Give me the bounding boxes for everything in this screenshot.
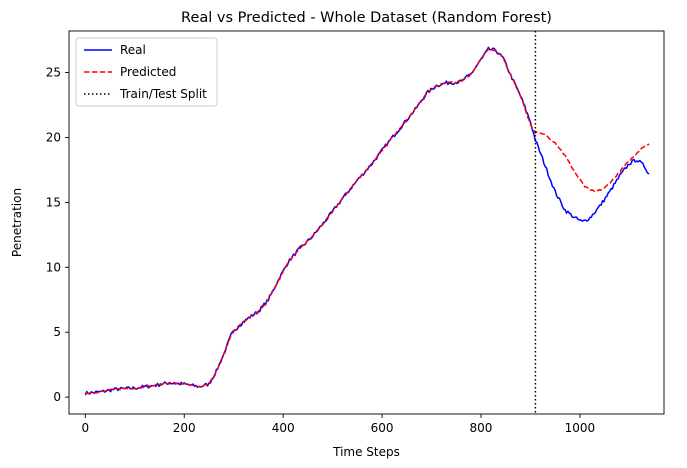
- legend-label: Predicted: [120, 65, 176, 79]
- y-tick-label: 20: [46, 130, 61, 144]
- y-tick-label: 0: [53, 390, 61, 404]
- y-tick-label: 10: [46, 260, 61, 274]
- axes-frame: [68, 30, 665, 415]
- x-tick-label: 0: [82, 421, 90, 435]
- y-tick-label: 25: [46, 66, 61, 80]
- x-tick-label: 400: [272, 421, 295, 435]
- x-tick-label: 600: [371, 421, 394, 435]
- series-line-predicted: [85, 48, 650, 395]
- legend-label: Train/Test Split: [119, 87, 207, 101]
- y-axis-label: Penetration: [10, 188, 24, 257]
- legend-box: [75, 37, 218, 107]
- y-tick-label: 5: [53, 325, 61, 339]
- legend-label: Real: [120, 43, 146, 57]
- series-line-real: [84, 46, 650, 396]
- chart-title: Real vs Predicted - Whole Dataset (Rando…: [181, 10, 552, 26]
- plot-area: [84, 31, 650, 414]
- legend: Real Predicted Train/Test Split: [75, 37, 218, 107]
- y-tick-label: 15: [46, 195, 61, 209]
- x-tick-label: 1000: [565, 421, 596, 435]
- x-tick-label: 800: [470, 421, 493, 435]
- x-axis-label: Time Steps: [332, 445, 400, 459]
- x-tick-label: 200: [173, 421, 196, 435]
- axes: 0 200 400 600 800 1000 0 5 10 15 20 25: [46, 30, 665, 435]
